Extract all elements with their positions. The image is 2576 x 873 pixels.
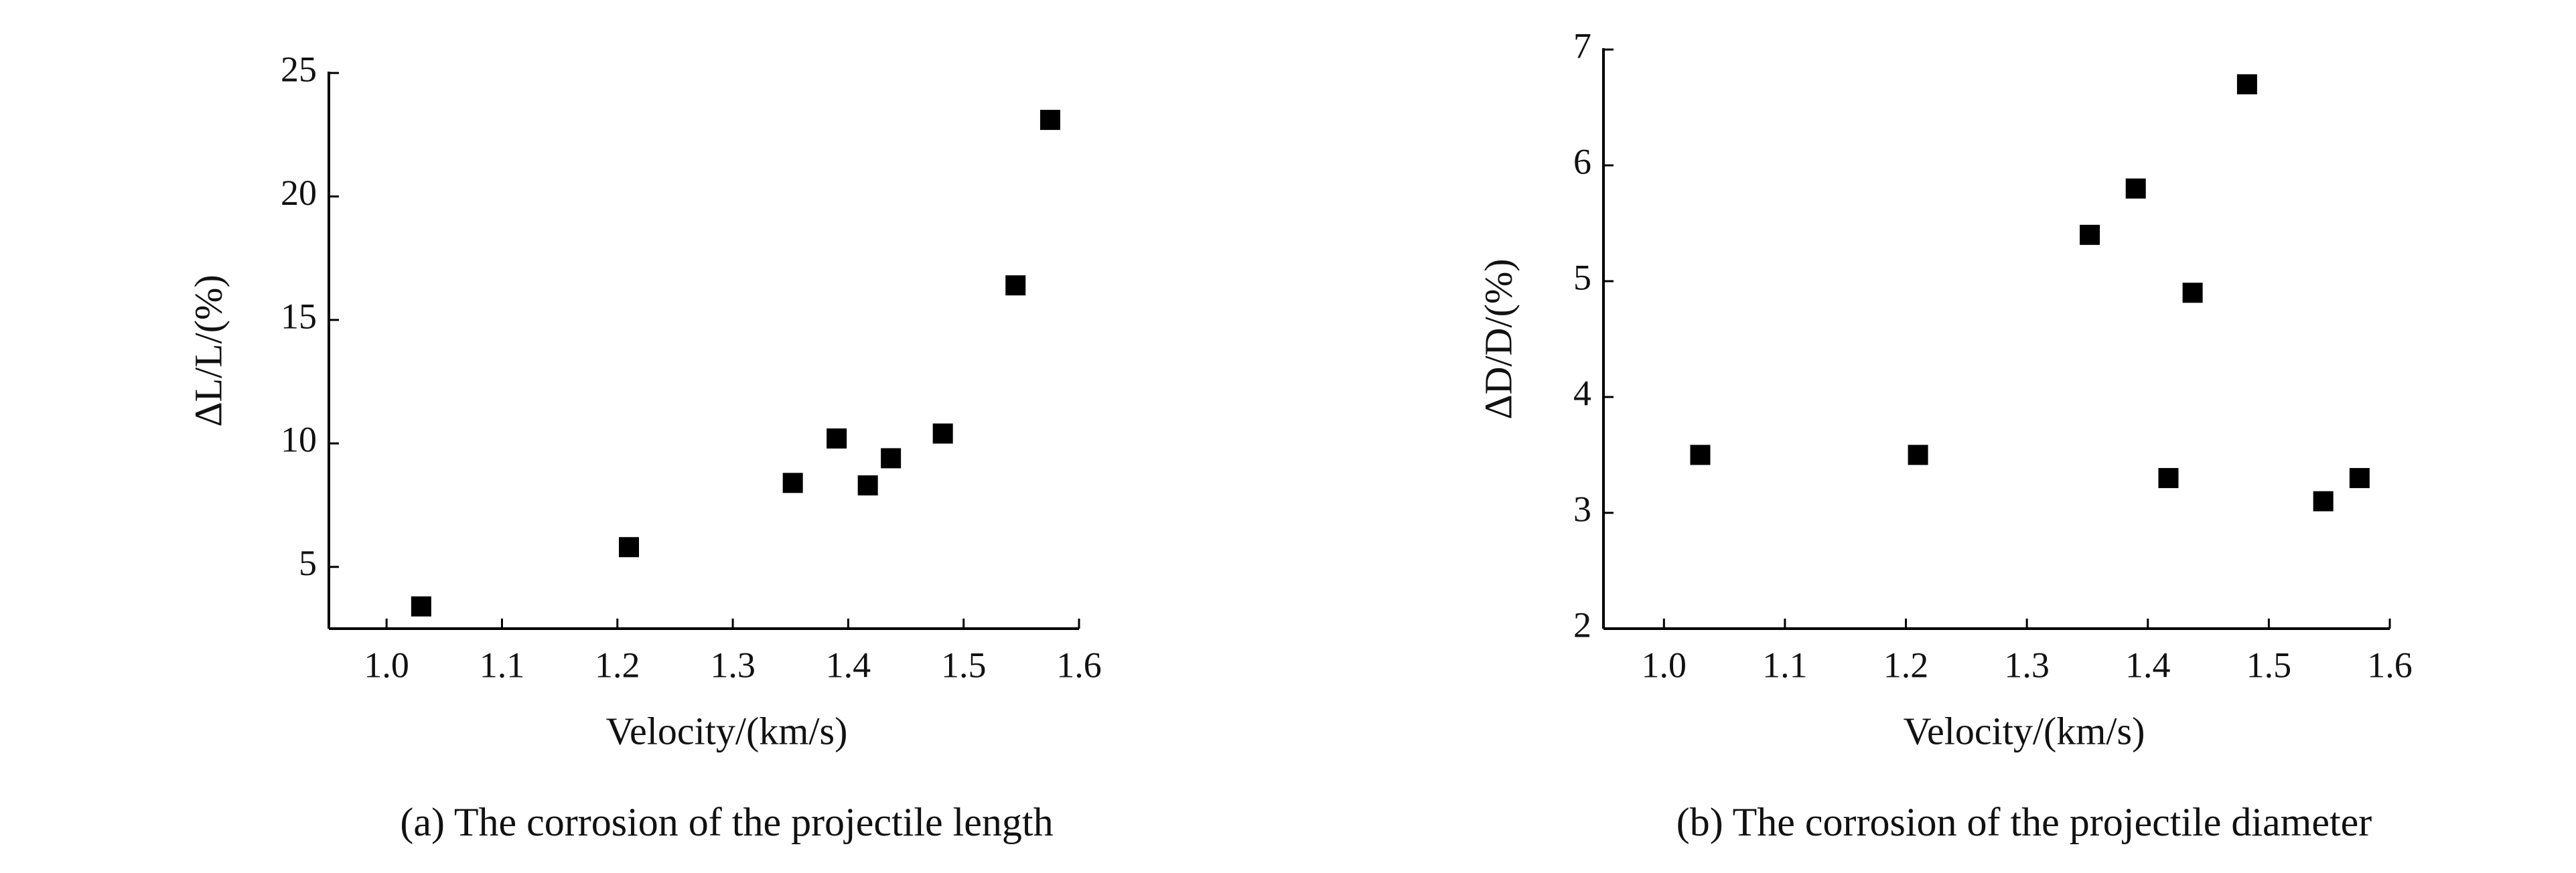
point [2125,178,2146,199]
x-tick-label: 1.3 [710,645,756,685]
x-axis-label: Velocity/(km/s) [1904,709,2145,752]
point [2182,283,2203,303]
x-tick-label: 1.1 [480,645,525,685]
y-tick-label: 7 [1573,25,1591,66]
point [827,428,847,449]
y-tick-label: 2 [1573,605,1591,645]
point [1908,445,1928,465]
x-tick-label: 1.4 [826,645,871,685]
point [782,473,803,493]
point [619,537,639,558]
point [1040,110,1060,131]
point [857,475,878,496]
x-tick-label: 1.2 [1883,645,1929,685]
x-tick-label: 1.3 [2004,645,2050,685]
y-tick-label: 20 [281,173,317,213]
point [2080,224,2100,245]
x-tick-label: 1.0 [364,645,409,685]
x-tick-label: 1.6 [1056,645,1102,685]
y-tick-label: 6 [1573,141,1591,181]
y-axis-label: ΔL/L/(%) [186,274,230,426]
x-axis-label: Velocity/(km/s) [606,709,848,752]
point [881,448,902,469]
point [1690,445,1711,465]
y-axis-label: ΔD/D/(%) [1476,258,1520,419]
y-tick-label: 4 [1573,373,1591,413]
y-tick-label: 5 [1573,257,1591,297]
caption: (a) The corrosion of the projectile leng… [400,800,1053,844]
x-tick-label: 1.1 [1762,645,1808,685]
y-tick-label: 15 [281,296,317,336]
point [2313,491,2334,511]
point [1005,275,1026,296]
point [411,596,431,617]
x-tick-label: 1.6 [2367,645,2413,685]
y-tick-label: 5 [299,543,317,583]
y-tick-label: 3 [1573,489,1591,529]
x-tick-label: 1.0 [1642,645,1687,685]
y-tick-label: 10 [281,420,317,460]
x-tick-label: 1.5 [2246,645,2292,685]
x-tick-label: 1.2 [595,645,640,685]
x-tick-label: 1.4 [2125,645,2171,685]
y-tick-label: 25 [281,49,317,89]
point [2158,468,2179,489]
point [2236,74,2257,94]
point [2349,468,2370,489]
x-tick-label: 1.5 [941,645,987,685]
point [932,423,953,444]
caption: (b) The corrosion of the projectile diam… [1676,800,2372,844]
